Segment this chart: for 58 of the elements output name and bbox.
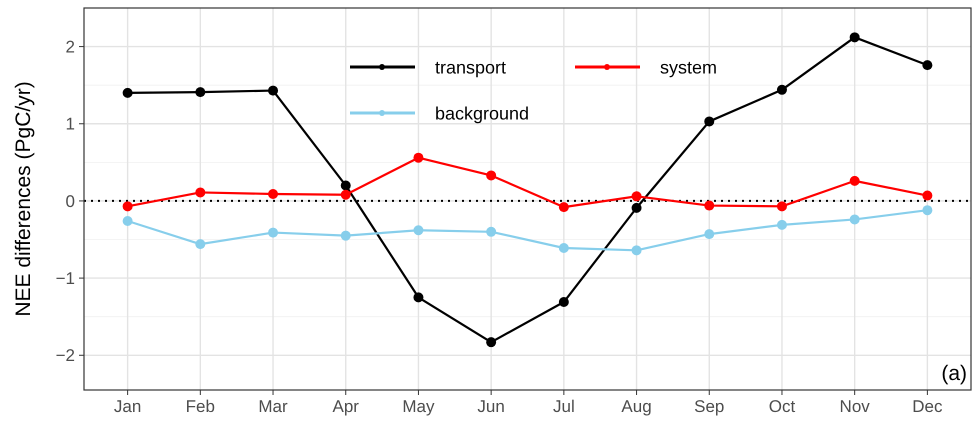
point xyxy=(776,84,787,95)
x-tick-label: Apr xyxy=(332,397,360,416)
point xyxy=(195,187,206,198)
point xyxy=(776,201,787,212)
point xyxy=(340,180,351,190)
point xyxy=(486,337,496,348)
point xyxy=(558,297,569,308)
point xyxy=(850,176,860,186)
point xyxy=(195,87,206,98)
point xyxy=(413,152,424,163)
x-tick-label: Oct xyxy=(768,397,796,416)
y-tick-label: 2 xyxy=(66,38,75,57)
x-tick-label: Feb xyxy=(186,397,215,416)
legend-label: transport xyxy=(435,57,506,78)
point xyxy=(122,88,133,98)
point xyxy=(413,225,424,236)
x-tick-label: May xyxy=(402,397,435,416)
y-axis-title: NEE differences (PgC/yr) xyxy=(12,81,35,317)
x-tick-label: Jun xyxy=(477,397,505,416)
legend-label: background xyxy=(435,103,530,124)
x-tick-label: Sep xyxy=(694,397,724,416)
point xyxy=(850,32,860,42)
point xyxy=(413,292,424,302)
point xyxy=(922,60,932,70)
point xyxy=(558,202,569,212)
y-tick-label: −1 xyxy=(56,269,75,288)
point xyxy=(268,228,278,238)
point xyxy=(632,245,642,256)
point xyxy=(122,201,133,212)
point xyxy=(632,191,642,202)
y-tick-label: 1 xyxy=(66,114,75,134)
point xyxy=(122,216,133,226)
y-tick-label: −2 xyxy=(56,346,75,366)
x-tick-label: Jul xyxy=(552,397,575,416)
x-tick-label: Aug xyxy=(621,397,652,416)
x-tick-label: Nov xyxy=(840,397,870,416)
point xyxy=(704,229,714,240)
legend-label: system xyxy=(660,57,718,78)
point xyxy=(704,116,714,126)
point xyxy=(340,190,351,200)
x-tick-label: Mar xyxy=(258,397,288,416)
point xyxy=(632,202,642,213)
point xyxy=(850,214,860,224)
y-tick-label: 0 xyxy=(66,192,75,211)
point xyxy=(486,170,496,180)
x-tick-label: Dec xyxy=(912,397,943,416)
point xyxy=(340,230,351,241)
point xyxy=(268,188,278,199)
annotation: (a) xyxy=(941,362,967,385)
point xyxy=(268,86,278,96)
point xyxy=(776,220,787,230)
point xyxy=(558,243,569,253)
point xyxy=(195,239,206,250)
point xyxy=(922,190,932,201)
x-tick-label: Jan xyxy=(114,397,142,416)
point xyxy=(486,226,496,237)
point xyxy=(922,205,932,216)
point xyxy=(704,200,714,211)
